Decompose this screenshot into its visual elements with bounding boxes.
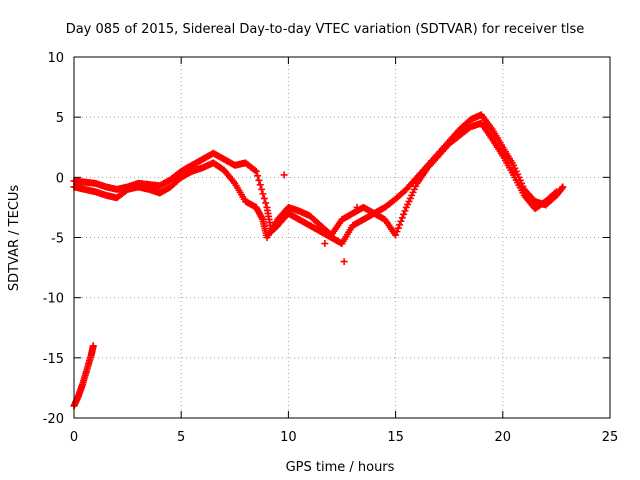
y-tick-label: -5 [51,232,64,247]
data-point [551,189,559,197]
data-point [252,167,260,175]
x-tick-label: 20 [495,430,512,445]
y-tick-label: -10 [43,292,64,307]
grid [74,57,610,418]
outlier-point [280,171,288,179]
data-point [256,181,264,189]
y-tick-label: 10 [47,51,64,66]
x-tick-labels: 0 5 10 15 20 25 [70,430,618,445]
x-tick-label: 5 [177,430,185,445]
data-point [400,210,408,218]
x-axis-title: GPS time / hours [286,460,395,475]
data-point [394,224,402,232]
data-point [392,231,400,239]
data-point [251,166,259,174]
outlier-point [353,203,361,211]
x-tick-label: 15 [387,430,404,445]
data-point [89,342,97,350]
data-point [401,207,409,215]
y-tick-label: 0 [56,171,64,186]
data-point [558,184,566,192]
data-point [262,199,270,207]
x-tick-label: 10 [280,430,297,445]
data-point [552,188,560,196]
data-point [398,214,406,222]
data-point [258,214,266,222]
data-point [258,185,266,193]
x-tick-label: 0 [70,430,78,445]
y-tick-label: 5 [56,111,64,126]
data-point [260,194,268,202]
chart-title: Day 085 of 2015, Sidereal Day-to-day VTE… [66,22,585,37]
outlier-point [321,240,329,248]
data-point [255,176,263,184]
y-axis-title: SDTVAR / TECUs [7,185,22,292]
y-tick-label: -20 [43,412,64,427]
outlier-point [340,258,348,266]
data-points [70,111,567,410]
data-point [393,228,401,236]
data-point [559,183,567,191]
data-point [254,172,262,180]
data-point [259,190,267,198]
y-tick-labels: -20 -15 -10 -5 0 5 10 [43,51,64,427]
plot-frame [73,56,611,419]
x-tick-label: 25 [602,430,619,445]
y-tick-label: -15 [43,352,64,367]
data-point [397,217,405,225]
data-point [396,221,404,229]
